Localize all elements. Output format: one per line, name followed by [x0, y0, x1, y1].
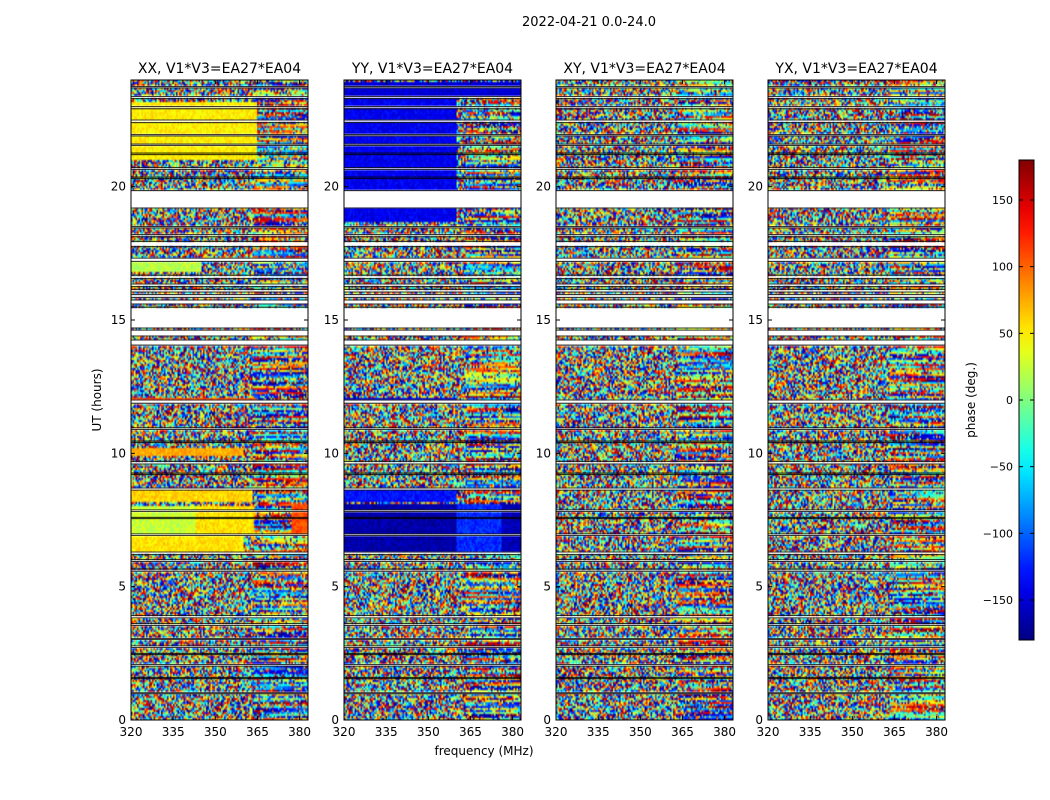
x-tick-label: 380: [925, 725, 948, 739]
panel-frame: [767, 79, 946, 721]
y-tick-label: 0: [331, 713, 339, 727]
y-tick-label: 5: [755, 580, 763, 594]
y-tick-label: 15: [748, 313, 763, 327]
x-tick-label: 350: [629, 725, 652, 739]
x-tick-label: 350: [841, 725, 864, 739]
panel-title: YY, V1*V3=EA27*EA04: [351, 61, 513, 77]
panel-frame: [343, 79, 522, 721]
x-tick-label: 320: [545, 725, 568, 739]
y-axis-label: UT (hours): [90, 368, 104, 431]
x-tick-label: 320: [333, 725, 356, 739]
y-tick-label: 15: [111, 313, 126, 327]
x-tick-label: 380: [713, 725, 736, 739]
panel-title: YX, V1*V3=EA27*EA04: [774, 61, 937, 77]
x-tick-label: 365: [459, 725, 482, 739]
x-tick-label: 365: [246, 725, 269, 739]
colorbar-tick-label: −100: [983, 527, 1013, 540]
colorbar-tick-label: −150: [983, 594, 1013, 607]
x-tick-label: 320: [120, 725, 143, 739]
y-tick-label: 10: [324, 446, 339, 460]
x-tick-label: 335: [375, 725, 398, 739]
colorbar-label: phase (deg.): [964, 362, 978, 438]
y-tick-label: 15: [536, 313, 551, 327]
x-tick-label: 335: [799, 725, 822, 739]
x-tick-label: 365: [883, 725, 906, 739]
panel-1: XX, V1*V3=EA27*EA04 320 335 350 365 380 0 5 10 15…: [111, 61, 311, 739]
x-tick-label: 350: [204, 725, 227, 739]
panel-2: YY, V1*V3=EA27*EA04 320 335 350 365 380 0 5 10 15…: [324, 61, 524, 739]
y-tick-label: 20: [748, 180, 763, 194]
y-tick-label: 5: [543, 580, 551, 594]
colorbar-tick-label: 150: [992, 194, 1013, 207]
panel-frame: [555, 79, 734, 721]
x-tick-label: 380: [501, 725, 524, 739]
colorbar-tick-label: 50: [999, 327, 1013, 340]
y-tick-label: 0: [118, 713, 126, 727]
x-axis-label: frequency (MHz): [434, 744, 533, 758]
panel-frame: [130, 79, 309, 721]
y-tick-label: 15: [324, 313, 339, 327]
x-tick-label: 335: [587, 725, 610, 739]
y-tick-label: 5: [331, 580, 339, 594]
x-tick-label: 380: [288, 725, 311, 739]
figure-title: 2022-04-21 0.0-24.0: [522, 15, 656, 30]
y-tick-label: 10: [111, 446, 126, 460]
colorbar-tick-label: 0: [1006, 394, 1013, 407]
y-tick-label: 20: [324, 180, 339, 194]
y-tick-label: 10: [536, 446, 551, 460]
x-tick-label: 320: [757, 725, 780, 739]
colorbar-tick-label: 100: [992, 261, 1013, 274]
panel-3: XY, V1*V3=EA27*EA04 320 335 350 365 380 0 5 10 15…: [536, 61, 736, 739]
y-tick-label: 0: [755, 713, 763, 727]
colorbar-tick-label: −50: [990, 461, 1013, 474]
y-tick-label: 20: [536, 180, 551, 194]
panels: XX, V1*V3=EA27*EA04 320 335 350 365 380 0 5 10 15…: [111, 61, 948, 739]
x-tick-label: 365: [671, 725, 694, 739]
y-tick-label: 5: [118, 580, 126, 594]
x-tick-label: 350: [417, 725, 440, 739]
panel-title: XY, V1*V3=EA27*EA04: [563, 61, 725, 77]
y-tick-label: 10: [748, 446, 763, 460]
y-tick-label: 20: [111, 180, 126, 194]
x-tick-label: 335: [162, 725, 185, 739]
y-tick-label: 0: [543, 713, 551, 727]
panel-title: XX, V1*V3=EA27*EA04: [138, 61, 301, 77]
colorbar: −150 −100 −50 0 50 100 150: [983, 159, 1035, 641]
panel-4: YX, V1*V3=EA27*EA04 320 335 350 365 380 0 5 10 15…: [748, 61, 948, 739]
